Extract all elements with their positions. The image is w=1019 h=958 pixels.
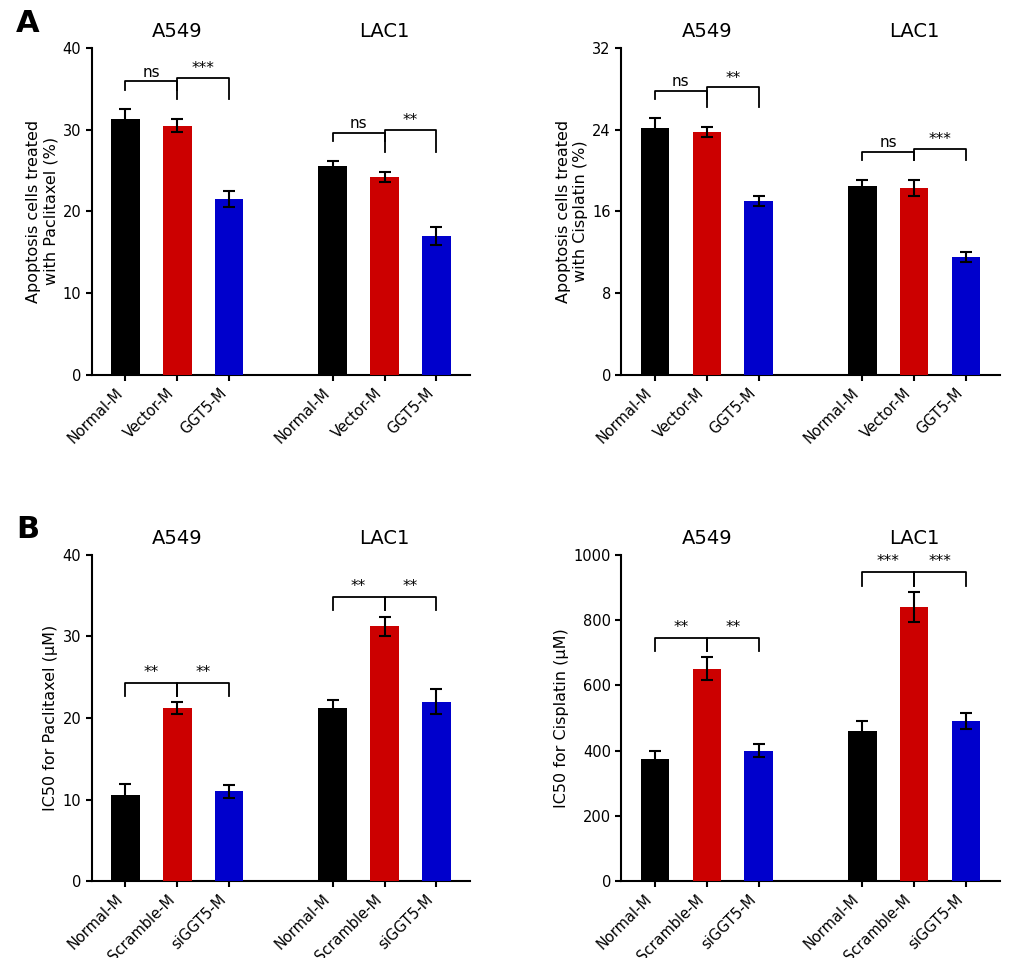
Y-axis label: IC50 for Cisplatin (μM): IC50 for Cisplatin (μM): [554, 628, 569, 808]
Text: ***: ***: [927, 132, 951, 147]
Bar: [318, 167, 346, 375]
Text: A549: A549: [152, 529, 203, 548]
Bar: [370, 627, 398, 881]
Text: A549: A549: [681, 529, 732, 548]
Text: **: **: [725, 620, 740, 634]
Bar: [951, 258, 979, 375]
Text: ns: ns: [878, 135, 896, 150]
Text: LAC1: LAC1: [888, 22, 938, 41]
Text: B: B: [16, 515, 40, 544]
Bar: [215, 199, 244, 375]
Bar: [111, 119, 140, 375]
Bar: [422, 701, 450, 881]
Bar: [847, 731, 875, 881]
Bar: [951, 721, 979, 881]
Text: ***: ***: [927, 555, 951, 569]
Text: ns: ns: [350, 116, 367, 131]
Bar: [163, 125, 192, 375]
Y-axis label: Apoptosis cells treated
with Paclitaxel (%): Apoptosis cells treated with Paclitaxel …: [26, 120, 58, 303]
Bar: [640, 127, 668, 375]
Bar: [163, 708, 192, 881]
Text: ns: ns: [143, 65, 160, 80]
Text: A549: A549: [681, 22, 732, 41]
Bar: [111, 795, 140, 881]
Text: **: **: [403, 113, 418, 128]
Bar: [847, 186, 875, 375]
Bar: [318, 708, 346, 881]
Bar: [422, 236, 450, 375]
Text: LAC1: LAC1: [359, 22, 410, 41]
Text: **: **: [403, 579, 418, 594]
Text: **: **: [673, 620, 688, 634]
Text: ns: ns: [672, 74, 689, 89]
Bar: [370, 177, 398, 375]
Text: **: **: [725, 71, 740, 85]
Text: LAC1: LAC1: [888, 529, 938, 548]
Text: A: A: [16, 9, 40, 37]
Y-axis label: IC50 for Paclitaxel (μM): IC50 for Paclitaxel (μM): [44, 625, 58, 811]
Bar: [215, 791, 244, 881]
Y-axis label: Apoptosis cells treated
with Cisplatin (%): Apoptosis cells treated with Cisplatin (…: [555, 120, 588, 303]
Text: ***: ***: [876, 555, 899, 569]
Bar: [692, 131, 720, 375]
Bar: [899, 188, 927, 375]
Text: A549: A549: [152, 22, 203, 41]
Text: **: **: [196, 665, 211, 679]
Bar: [899, 606, 927, 881]
Text: ***: ***: [192, 61, 214, 77]
Bar: [692, 669, 720, 881]
Bar: [744, 201, 772, 375]
Bar: [744, 751, 772, 881]
Bar: [640, 759, 668, 881]
Text: LAC1: LAC1: [359, 529, 410, 548]
Text: **: **: [144, 665, 159, 679]
Text: **: **: [351, 579, 366, 594]
